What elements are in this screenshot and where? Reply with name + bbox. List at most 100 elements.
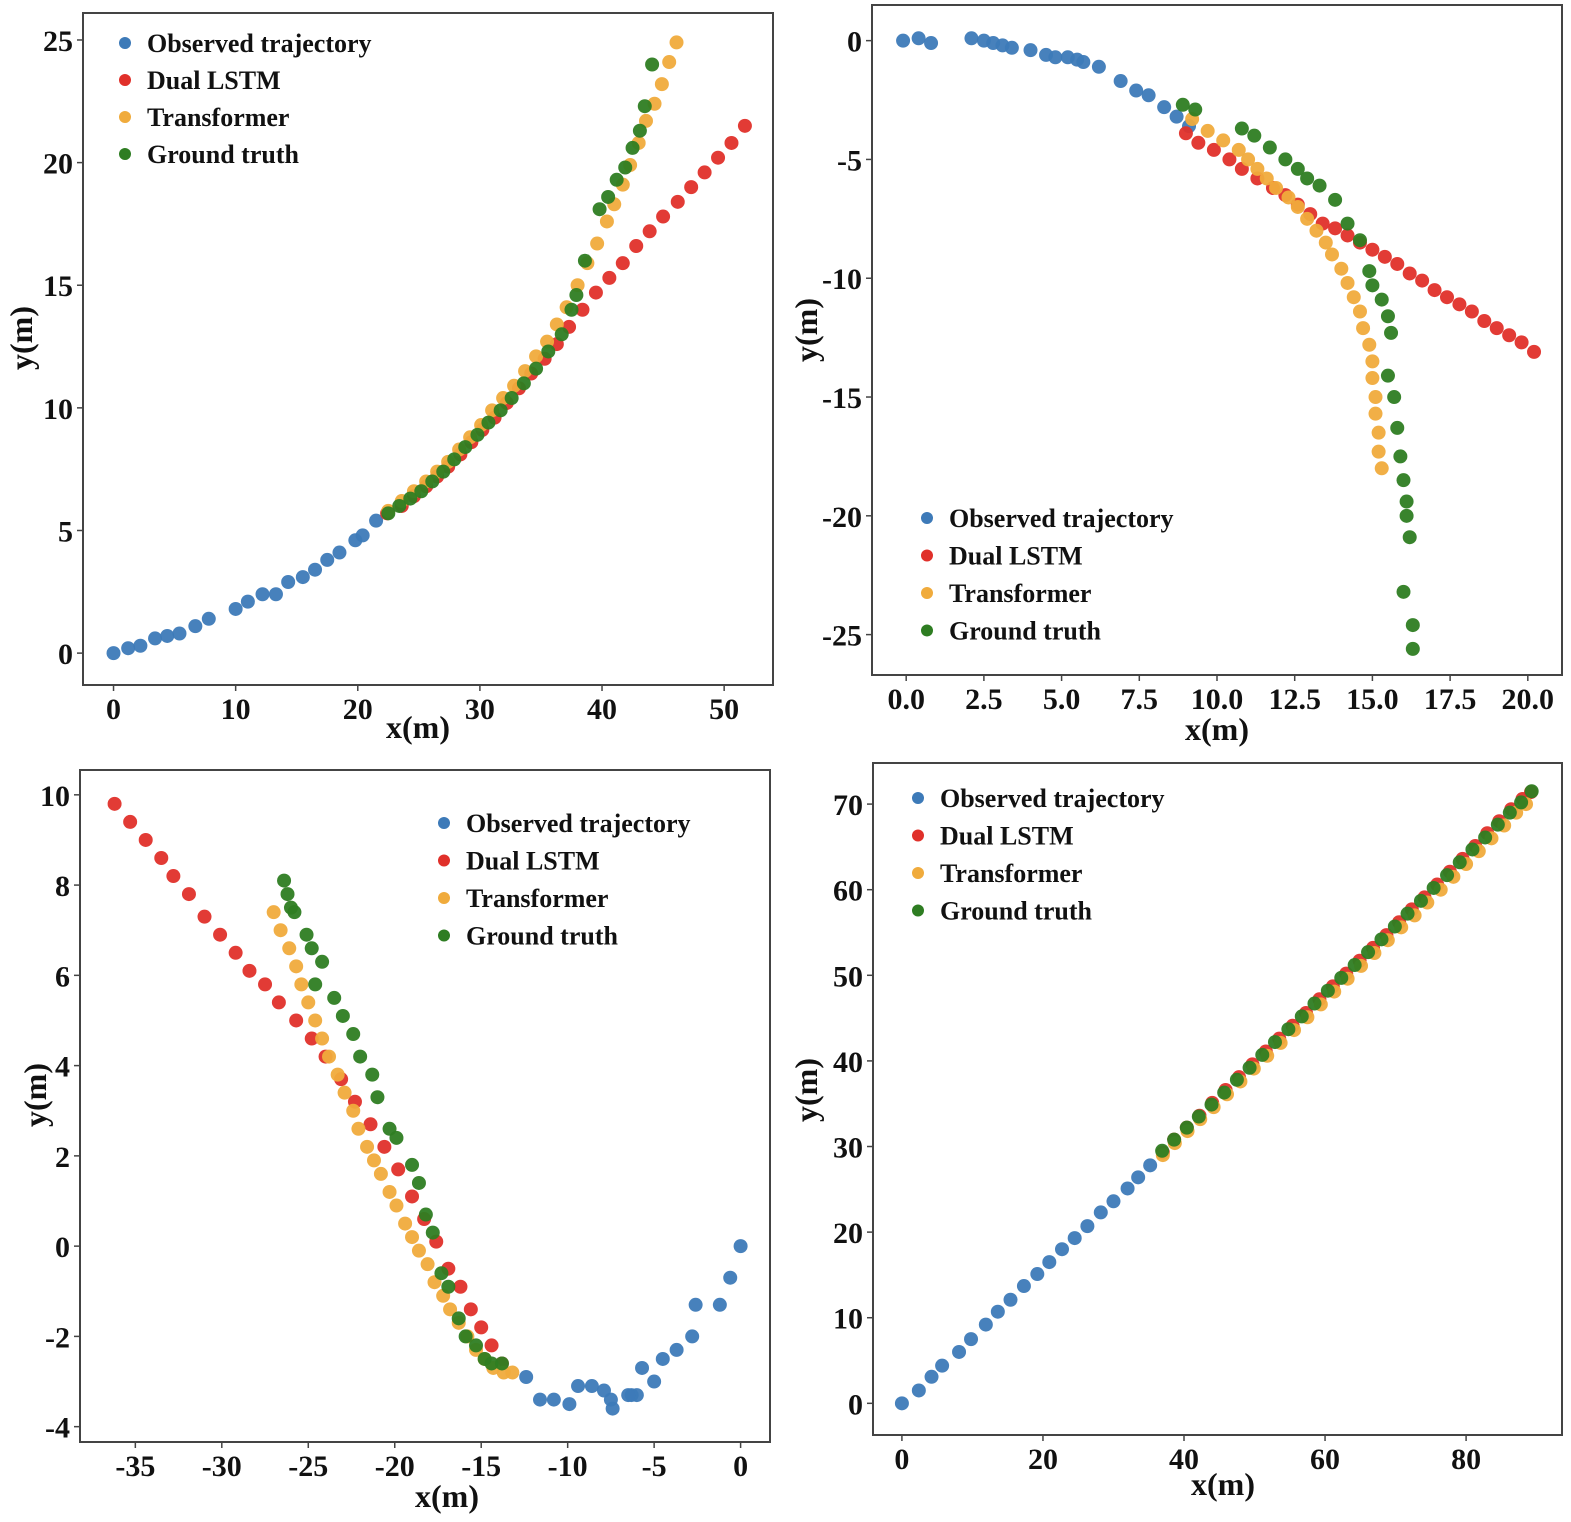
observed-trajectory-point: [1003, 1292, 1018, 1307]
transformer-point: [360, 1139, 375, 1154]
observed-trajectory-point: [332, 545, 347, 560]
x-tick-label: 2.5: [965, 683, 1003, 716]
observed-trajectory-point: [533, 1392, 547, 1407]
legend-marker-ground-truth: [921, 624, 933, 637]
ground-truth-point: [1300, 171, 1315, 186]
legend-label-ground-truth: Ground truth: [466, 922, 618, 951]
transformer-point: [1346, 290, 1361, 305]
ground-truth-point: [1478, 830, 1493, 845]
observed-trajectory-point: [685, 1329, 700, 1344]
dual-lstm-point: [1527, 344, 1542, 359]
transformer-point: [405, 1230, 420, 1245]
observed-trajectory-point: [268, 587, 283, 602]
ground-truth-point: [1307, 996, 1322, 1011]
data-points: [896, 31, 1542, 656]
transformer-point: [1269, 180, 1284, 195]
y-tick-label: -25: [822, 620, 862, 653]
dual-lstm-point: [484, 1338, 499, 1353]
dual-lstm-point: [1415, 273, 1430, 288]
panel-bottom-left: -35 -30 -25 -20 -15 -10 -5 0 10 8 6 4 2 0 -2 -4 x(m) y(m)…: [0, 755, 785, 1517]
ground-truth-point: [299, 927, 314, 942]
dual-lstm-point: [642, 224, 657, 239]
dual-lstm-point: [1427, 283, 1442, 298]
transformer-point: [1290, 199, 1305, 214]
observed-trajectory-point: [1169, 109, 1184, 124]
ground-truth-point: [1426, 880, 1441, 895]
y-tick-label: 30: [833, 1132, 863, 1165]
plot-area-frame: [871, 4, 1563, 676]
legend-marker-ground-truth: [438, 929, 450, 942]
x-tick-label: 12.5: [1268, 683, 1321, 716]
transformer-point: [1371, 425, 1386, 440]
observed-trajectory-point: [964, 1332, 979, 1347]
legend-label-ground-truth: Ground truth: [940, 897, 1092, 926]
transformer-point: [1200, 123, 1215, 138]
dual-lstm-point: [1502, 328, 1517, 343]
legend-label-transformer: Transformer: [147, 103, 289, 132]
y-tick-label: 6: [55, 960, 70, 993]
ground-truth-point: [504, 391, 519, 406]
ground-truth-point: [414, 484, 429, 499]
ground-truth-point: [1380, 368, 1395, 383]
ground-truth-point: [1188, 102, 1203, 117]
ground-truth-point: [1402, 530, 1417, 545]
observed-trajectory-point: [723, 1270, 738, 1285]
observed-trajectory-point: [924, 1369, 939, 1384]
dual-lstm-point: [1377, 249, 1392, 264]
legend-marker-ground-truth: [119, 148, 131, 160]
observed-trajectory-point: [935, 1358, 950, 1373]
observed-trajectory-point: [911, 1383, 926, 1398]
ground-truth-point: [1278, 152, 1293, 167]
observed-trajectory-point: [911, 31, 926, 46]
dual-lstm-point: [213, 927, 228, 942]
legend-marker-observed-trajectory: [912, 792, 924, 804]
dual-lstm-point: [1365, 242, 1380, 257]
y-tick-label: 20: [43, 148, 73, 181]
transformer-point: [294, 977, 309, 992]
dual-lstm-point: [1222, 152, 1237, 167]
transformer-point: [1374, 461, 1389, 476]
ground-truth-point: [1393, 449, 1408, 464]
observed-trajectory-point: [172, 626, 187, 641]
transformer-point: [322, 1049, 337, 1064]
y-tick-label: 40: [833, 1046, 863, 1079]
ground-truth-point: [315, 954, 330, 969]
dual-lstm-point: [138, 832, 153, 847]
x-tick-label: 7.5: [1121, 683, 1159, 716]
ground-truth-point: [436, 464, 451, 479]
transformer-point: [301, 995, 316, 1010]
x-tick-label: -5: [642, 1450, 667, 1483]
ground-truth-point: [1440, 868, 1455, 883]
y-tick-label: -15: [822, 382, 862, 415]
ground-truth-point: [1175, 97, 1190, 112]
observed-trajectory-point: [355, 528, 370, 543]
chart-bottom-right: 0 20 40 60 80 0 10 20 30 40 50 60 70 x(m) y(m) Observed…: [788, 762, 1563, 1502]
observed-trajectory-point: [596, 1383, 611, 1398]
legend-marker-dual-lstm: [921, 549, 933, 562]
transformer-point: [1300, 211, 1315, 226]
y-tick-label: -5: [837, 144, 862, 177]
x-tick-label: 40: [1169, 1443, 1199, 1476]
ground-truth-point: [1374, 932, 1389, 947]
ground-truth-point: [327, 990, 342, 1005]
dual-lstm-point: [1464, 304, 1479, 319]
plot-area-frame: [79, 769, 771, 1443]
x-tick-label: 5.0: [1043, 683, 1081, 716]
ground-truth-point: [609, 172, 624, 187]
dual-lstm-point: [228, 945, 243, 960]
ground-truth-point: [1380, 309, 1395, 324]
dual-lstm-point: [629, 238, 644, 253]
dual-lstm-point: [615, 256, 630, 271]
transformer-point: [346, 1103, 361, 1118]
observed-trajectory-point: [952, 1344, 967, 1359]
ground-truth-point: [1294, 1009, 1309, 1024]
ground-truth-point: [601, 189, 616, 204]
transformer-point: [330, 1067, 345, 1082]
ground-truth-point: [277, 873, 292, 888]
observed-trajectory-point: [1048, 50, 1063, 65]
y-tick-label: 70: [833, 789, 863, 822]
y-tick-label: 60: [833, 875, 863, 908]
ground-truth-point: [481, 415, 496, 430]
legend-marker-transformer: [119, 111, 131, 123]
transformer-point: [273, 923, 288, 938]
